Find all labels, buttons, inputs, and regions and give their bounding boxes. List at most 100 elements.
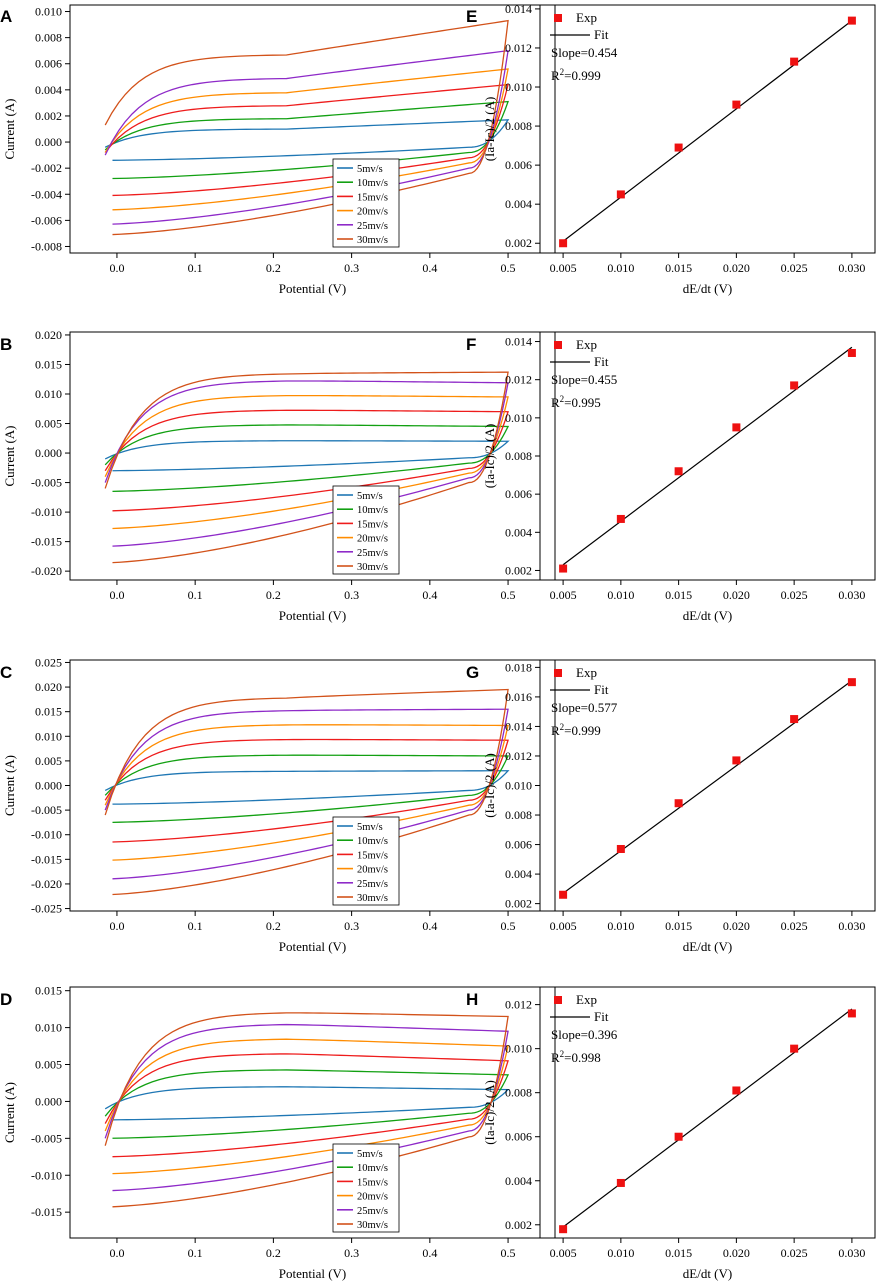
x-tick-label: 0.3 <box>344 1246 359 1260</box>
x-tick-label: 0.0 <box>109 919 124 933</box>
x-tick-label: 0.2 <box>266 261 281 275</box>
legend-label: 30mv/s <box>357 1220 388 1231</box>
y-tick-label: -0.004 <box>31 187 62 201</box>
y-tick-label: -0.020 <box>31 564 62 578</box>
panel-d: D 0.0 0.1 0.2 0.3 0.4 0.5 -0.015 -0.010 -0.005 0.0… <box>0 984 556 1281</box>
y-tick-label: -0.015 <box>31 1205 62 1219</box>
y-tick-label: 0.025 <box>35 655 62 669</box>
panel-label: C <box>0 663 12 682</box>
exp-point <box>559 890 568 899</box>
exp-point <box>790 381 799 390</box>
y-tick-label: -0.005 <box>31 803 62 817</box>
y-tick-label: 0.008 <box>35 31 62 45</box>
y-tick-label: 0.014 <box>505 2 532 16</box>
panel-g: G 0.005 0.010 0.015 0.020 0.025 0.030 0.002 0.00… <box>466 659 876 954</box>
legend-exp-marker <box>554 14 562 22</box>
exp-point <box>847 678 856 687</box>
y-tick-label: 0.005 <box>35 1058 62 1072</box>
panel-h: H 0.005 0.010 0.015 0.020 0.025 0.030 0.002 0.00… <box>466 986 876 1281</box>
x-tick-label: 0.4 <box>422 261 437 275</box>
legend-exp-marker <box>554 341 562 349</box>
fit-line <box>562 20 853 242</box>
exp-point <box>732 100 741 109</box>
x-tick-label: 0.020 <box>723 1246 750 1260</box>
slope-label: Slope=0.455 <box>551 372 617 387</box>
x-tick-label: 0.5 <box>501 919 516 933</box>
y-tick-label: 0.012 <box>505 373 532 387</box>
panel-label: A <box>0 7 12 26</box>
y-tick-label: 0.020 <box>35 680 62 694</box>
x-tick-label: 0.2 <box>266 1246 281 1260</box>
x-tick-label: 0.020 <box>723 588 750 602</box>
x-tick-label: 0.005 <box>550 919 577 933</box>
r2-superscript: 2 <box>560 722 565 732</box>
x-tick-label: 0.030 <box>838 261 865 275</box>
y-tick-label: 0.000 <box>35 135 62 149</box>
legend-label: 30mv/s <box>357 562 388 573</box>
legend-label: 25mv/s <box>357 1206 388 1217</box>
x-axis-title: dE/dt (V) <box>683 608 732 623</box>
y-tick-label: -0.010 <box>31 1168 62 1182</box>
cv-loop-15mv-s <box>104 409 509 512</box>
x-tick-label: 0.025 <box>781 919 808 933</box>
y-tick-label: 0.015 <box>35 984 62 998</box>
y-tick-label: -0.020 <box>31 877 62 891</box>
y-axis-title: Current (A) <box>2 1082 17 1143</box>
cv-loop-25mv-s <box>104 1023 509 1192</box>
x-tick-label: 0.025 <box>781 261 808 275</box>
exp-point <box>616 190 625 199</box>
legend-exp-label: Exp <box>576 992 597 1007</box>
cv-loop-5mv-s <box>104 1086 510 1121</box>
x-tick-label: 0.030 <box>838 1246 865 1260</box>
y-tick-label: -0.002 <box>31 161 62 175</box>
y-axis-title: Current (A) <box>2 98 17 159</box>
exp-point <box>616 1178 625 1187</box>
panel-label: F <box>466 335 476 354</box>
x-tick-label: 0.4 <box>422 588 437 602</box>
y-tick-label: -0.006 <box>31 213 62 227</box>
fit-line <box>562 1008 853 1228</box>
cv-loop-10mv-s <box>104 100 510 180</box>
y-tick-label: 0.008 <box>505 1086 532 1100</box>
legend-label: 10mv/s <box>357 836 388 847</box>
cv-loop-25mv-s <box>104 708 509 880</box>
x-tick-label: 0.2 <box>266 919 281 933</box>
y-tick-label: -0.005 <box>31 1131 62 1145</box>
legend-label: 5mv/s <box>357 1149 383 1160</box>
y-tick-label: 0.002 <box>35 109 62 123</box>
exp-point <box>559 239 568 248</box>
y-tick-label: 0.010 <box>505 411 532 425</box>
r2-superscript: 2 <box>560 67 565 77</box>
y-tick-label: 0.012 <box>505 749 532 763</box>
cv-loop-30mv-s <box>104 688 509 896</box>
r2-prefix: R <box>551 1050 560 1065</box>
r2-value: =0.995 <box>564 395 601 410</box>
cv-loop-5mv-s <box>104 440 510 472</box>
legend-exp-label: Exp <box>576 10 597 25</box>
legend-label: 10mv/s <box>357 1163 388 1174</box>
y-tick-label: 0.004 <box>505 1174 532 1188</box>
y-tick-label: 0.015 <box>35 705 62 719</box>
y-tick-label: 0.014 <box>505 335 532 349</box>
legend-box <box>332 485 400 575</box>
x-tick-label: 0.0 <box>109 261 124 275</box>
cv-loop-20mv-s <box>104 724 509 861</box>
y-tick-label: -0.010 <box>31 505 62 519</box>
y-tick-label: 0.010 <box>35 1021 62 1035</box>
y-tick-label: 0.008 <box>505 119 532 133</box>
legend-label: 15mv/s <box>357 519 388 530</box>
exp-point <box>674 799 683 808</box>
x-axis-title: dE/dt (V) <box>683 939 732 954</box>
r2-label: R2=0.999 <box>551 722 601 738</box>
cv-loop-30mv-s <box>104 19 509 236</box>
y-tick-label: 0.012 <box>505 998 532 1012</box>
panel-f: F 0.005 0.010 0.015 0.020 0.025 0.030 0.002 0.00… <box>466 331 876 623</box>
exp-point <box>674 467 683 476</box>
exp-point <box>559 564 568 573</box>
y-tick-label: 0.005 <box>35 754 62 768</box>
cv-loop-30mv-s <box>104 371 509 564</box>
y-tick-label: 0.000 <box>35 446 62 460</box>
y-tick-label: 0.000 <box>35 779 62 793</box>
x-axis-title: Potential (V) <box>279 939 347 954</box>
exp-point <box>847 348 856 357</box>
